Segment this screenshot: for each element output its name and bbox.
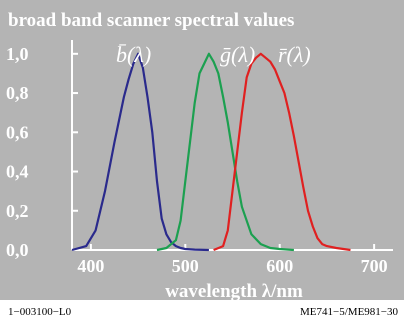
- x-tick-label: 400: [77, 256, 104, 276]
- curve-label-r: r̄(λ): [278, 42, 311, 67]
- curve-label-b: b̄(λ): [116, 42, 151, 67]
- series-layer: [71, 52, 351, 252]
- curve-label-g: ḡ(λ): [220, 42, 255, 67]
- y-tick-label: 0,6: [6, 122, 29, 142]
- footer-left-code: 1−003100−L0: [8, 306, 72, 318]
- x-tick-label: 500: [172, 256, 199, 276]
- chart: broad band scanner spectral values 0,00,…: [0, 0, 404, 300]
- x-axis-label: wavelength λ/nm: [165, 281, 303, 300]
- chart-title: broad band scanner spectral values: [8, 10, 294, 31]
- series-line-r: [213, 52, 351, 252]
- axes: 0,0 0,2 0,4 0,6 0,8 1,0 400 500 600 700: [6, 40, 393, 276]
- chart-background: [0, 0, 404, 300]
- series-line-b: [71, 52, 209, 252]
- footer-right-code: ME741−5/ME981−30: [300, 306, 398, 318]
- y-tick-label: 0,0: [6, 240, 29, 260]
- y-tick-label: 1,0: [6, 44, 29, 64]
- x-tick-label: 700: [361, 256, 388, 276]
- curve-labels: b̄(λ) ḡ(λ) r̄(λ): [116, 42, 311, 67]
- series-line-g: [156, 52, 294, 252]
- y-tick-label: 0,4: [6, 162, 29, 182]
- x-tick-label: 600: [266, 256, 293, 276]
- y-tick-label: 0,2: [6, 201, 29, 221]
- y-tick-label: 0,8: [6, 83, 29, 103]
